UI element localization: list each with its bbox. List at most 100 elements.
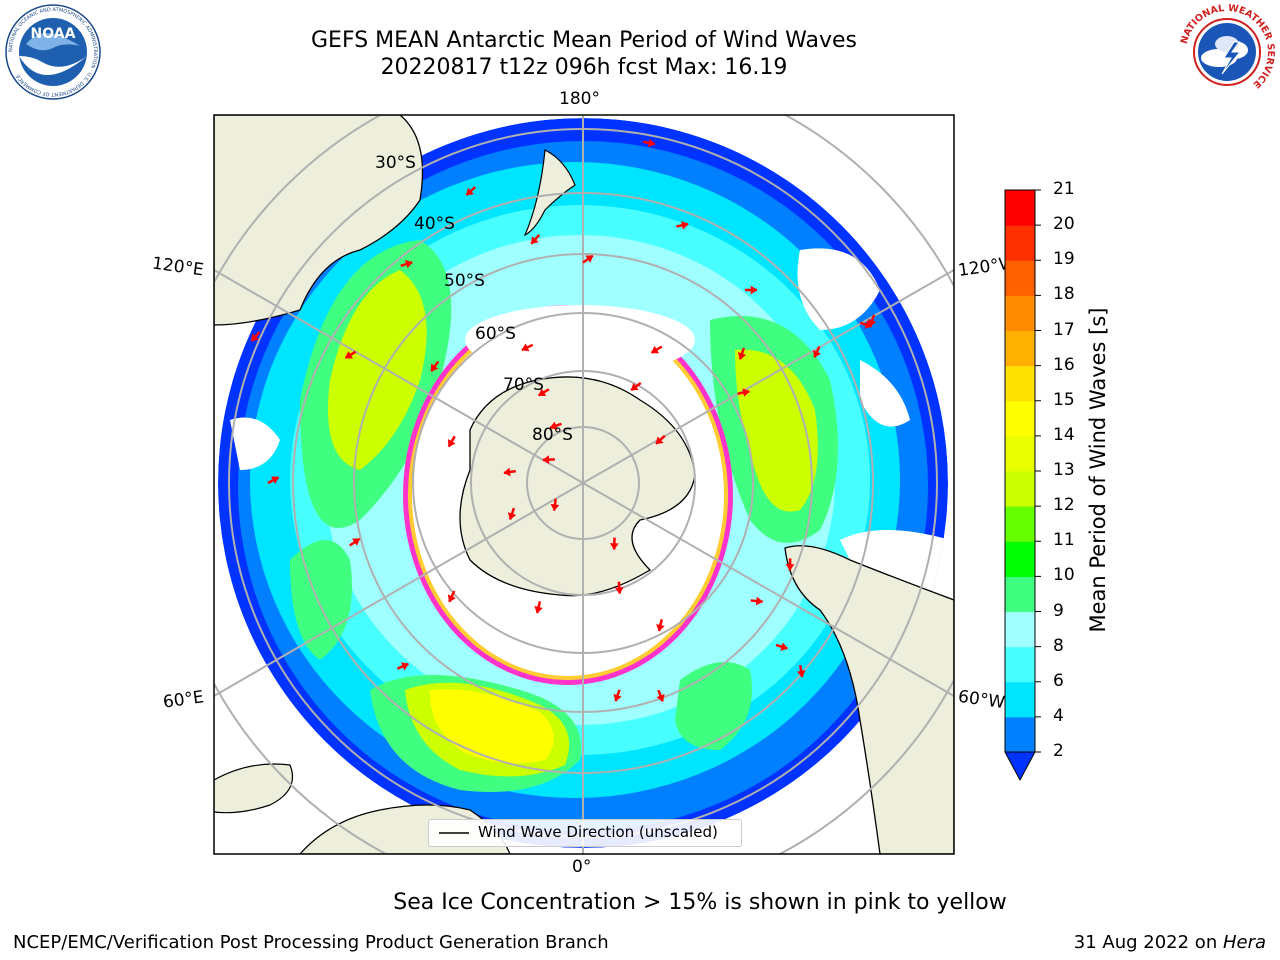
colorbar-tick-label: 20 xyxy=(1053,214,1075,235)
australia-landmass xyxy=(214,115,424,326)
wave-direction-arrowhead xyxy=(656,623,665,632)
wave-direction-arrowhead xyxy=(534,605,543,614)
wave-direction-arrowhead xyxy=(344,350,354,359)
colorbar-band xyxy=(1005,576,1035,612)
wave-direction-arrowhead xyxy=(585,255,594,263)
wave-direction-arrowhead xyxy=(447,439,456,448)
colorbar-band xyxy=(1005,365,1035,402)
chart-title: GEFS MEAN Antarctic Mean Period of Wind … xyxy=(311,28,857,53)
colorbar-tick-label: 12 xyxy=(1053,495,1075,516)
colorbar xyxy=(1004,189,1041,782)
lat-label-80s: 80°S xyxy=(532,425,573,445)
colorbar-tick-label: 13 xyxy=(1053,460,1075,480)
colorbar-band xyxy=(1005,646,1035,683)
colorbar-tick-label: 21 xyxy=(1053,179,1075,199)
wave-direction-arrowhead xyxy=(430,363,439,372)
colorbar-band xyxy=(1005,541,1035,577)
wave-direction-arrowhead xyxy=(812,349,822,358)
wave-direction-arrowhead xyxy=(630,382,639,391)
wave-direction-arrowhead xyxy=(655,436,664,445)
wave-direction-arrowhead xyxy=(351,538,361,546)
wave-direction-arrowhead xyxy=(609,543,619,551)
wave-direction-arrowhead xyxy=(270,476,279,485)
wave-direction-arrowhead xyxy=(737,352,747,360)
colorbar-tick-label: 2 xyxy=(1053,741,1064,761)
noaa-logo-text: NOAA xyxy=(31,26,76,42)
colorbar-band xyxy=(1005,506,1035,542)
nws-logo: NATIONAL WEATHER SERVICE xyxy=(1179,3,1276,100)
lat-label-40s: 40°S xyxy=(414,214,455,234)
wave-direction-arrowhead xyxy=(400,662,409,671)
colorbar-band xyxy=(1005,471,1035,507)
wave-direction-arrowhead xyxy=(750,285,758,295)
wave-direction-arrowhead xyxy=(681,220,689,230)
wave-direction-arrowhead xyxy=(613,693,622,702)
wave-direction-arrowhead xyxy=(507,512,517,520)
wave-direction-arrowhead xyxy=(785,564,795,571)
wave-direction-arrowhead xyxy=(780,642,788,651)
wave-direction-arrowhead xyxy=(651,345,660,354)
colorbar-band xyxy=(1005,681,1035,718)
new-zealand-landmass xyxy=(523,149,576,237)
sea-ice-note: Sea Ice Concentration > 15% is shown in … xyxy=(393,890,1007,915)
wave-direction-arrowhead xyxy=(796,670,806,678)
legend-line-swatch xyxy=(439,832,469,834)
wave-direction-arrowhead xyxy=(549,421,558,430)
colorbar-tick-label: 4 xyxy=(1053,705,1064,726)
colorbar-band xyxy=(1005,611,1035,648)
colorbar-tick-label: 16 xyxy=(1053,354,1075,375)
lat-label-60s: 60°S xyxy=(475,324,516,344)
chart-subtitle: 20220817 t12z 096h fcst Max: 16.19 xyxy=(380,55,788,80)
colorbar-tick-label: 18 xyxy=(1053,284,1075,305)
footer-host: Hera xyxy=(1222,932,1266,953)
wave-direction-arrowhead xyxy=(503,467,511,477)
wave-direction-arrowhead xyxy=(404,259,413,269)
colorbar-label: Mean Period of Wind Waves [s] xyxy=(1086,307,1110,633)
colorbar-band xyxy=(1005,260,1035,296)
wave-direction-arrowhead xyxy=(647,138,656,148)
wave-direction-arrowhead xyxy=(755,596,764,606)
colorbar-band xyxy=(1005,225,1035,261)
noaa-logo: NOAA NATIONAL OCEANIC AND ATMOSPHERIC AD… xyxy=(5,4,101,100)
wave-direction-arrowhead xyxy=(521,343,530,352)
colorbar-band xyxy=(1005,330,1035,367)
legend-label: Wind Wave Direction (unscaled) xyxy=(478,823,718,841)
colorbar-band xyxy=(1005,295,1035,331)
colorbar-tick-label: 10 xyxy=(1053,565,1075,586)
wave-direction-arrowhead xyxy=(530,236,539,245)
wave-direction-arrowhead xyxy=(614,587,624,595)
wave-direction-arrowhead xyxy=(538,388,547,397)
wind-wave-arrows xyxy=(250,138,877,702)
footer-date: 31 Aug 2022 on Hera xyxy=(1073,932,1266,953)
lat-label-70s: 70°S xyxy=(503,375,544,395)
lat-label-50s: 50°S xyxy=(444,271,485,291)
lon-label-0: 0° xyxy=(572,857,592,877)
colorbar-tick-label: 14 xyxy=(1053,424,1075,445)
colorbar-tick-label: 6 xyxy=(1053,670,1064,691)
colorbar-tick-label: 17 xyxy=(1053,319,1075,340)
lat-label-30s: 30°S xyxy=(375,153,416,173)
colorbar-band xyxy=(1005,190,1035,226)
wave-direction-arrowhead xyxy=(656,693,665,702)
madagascar-landmass xyxy=(214,763,294,814)
colorbar-tick-label: 11 xyxy=(1053,530,1075,551)
map-legend: Wind Wave Direction (unscaled) xyxy=(428,819,742,847)
wave-direction-arrowhead xyxy=(251,333,259,342)
lon-label-180: 180° xyxy=(559,89,600,109)
wave-direction-arrowhead xyxy=(466,187,475,196)
colorbar-band xyxy=(1005,400,1035,437)
colorbar-band xyxy=(1005,716,1035,753)
wave-direction-arrowhead xyxy=(864,320,873,329)
colorbar-band xyxy=(1005,435,1035,472)
colorbar-tick-label: 9 xyxy=(1053,600,1064,621)
colorbar-extend-triangle xyxy=(1004,751,1036,782)
graticule xyxy=(214,115,954,854)
colorbar-tick-label: 19 xyxy=(1053,249,1075,270)
wave-direction-arrowhead xyxy=(550,503,560,512)
wave-direction-arrowhead xyxy=(542,455,550,465)
footer-branch: NCEP/EMC/Verification Post Processing Pr… xyxy=(13,932,609,953)
colorbar-tick-label: 8 xyxy=(1053,635,1064,656)
colorbar-tick-label: 15 xyxy=(1053,389,1075,410)
wave-direction-arrowhead xyxy=(742,388,750,397)
